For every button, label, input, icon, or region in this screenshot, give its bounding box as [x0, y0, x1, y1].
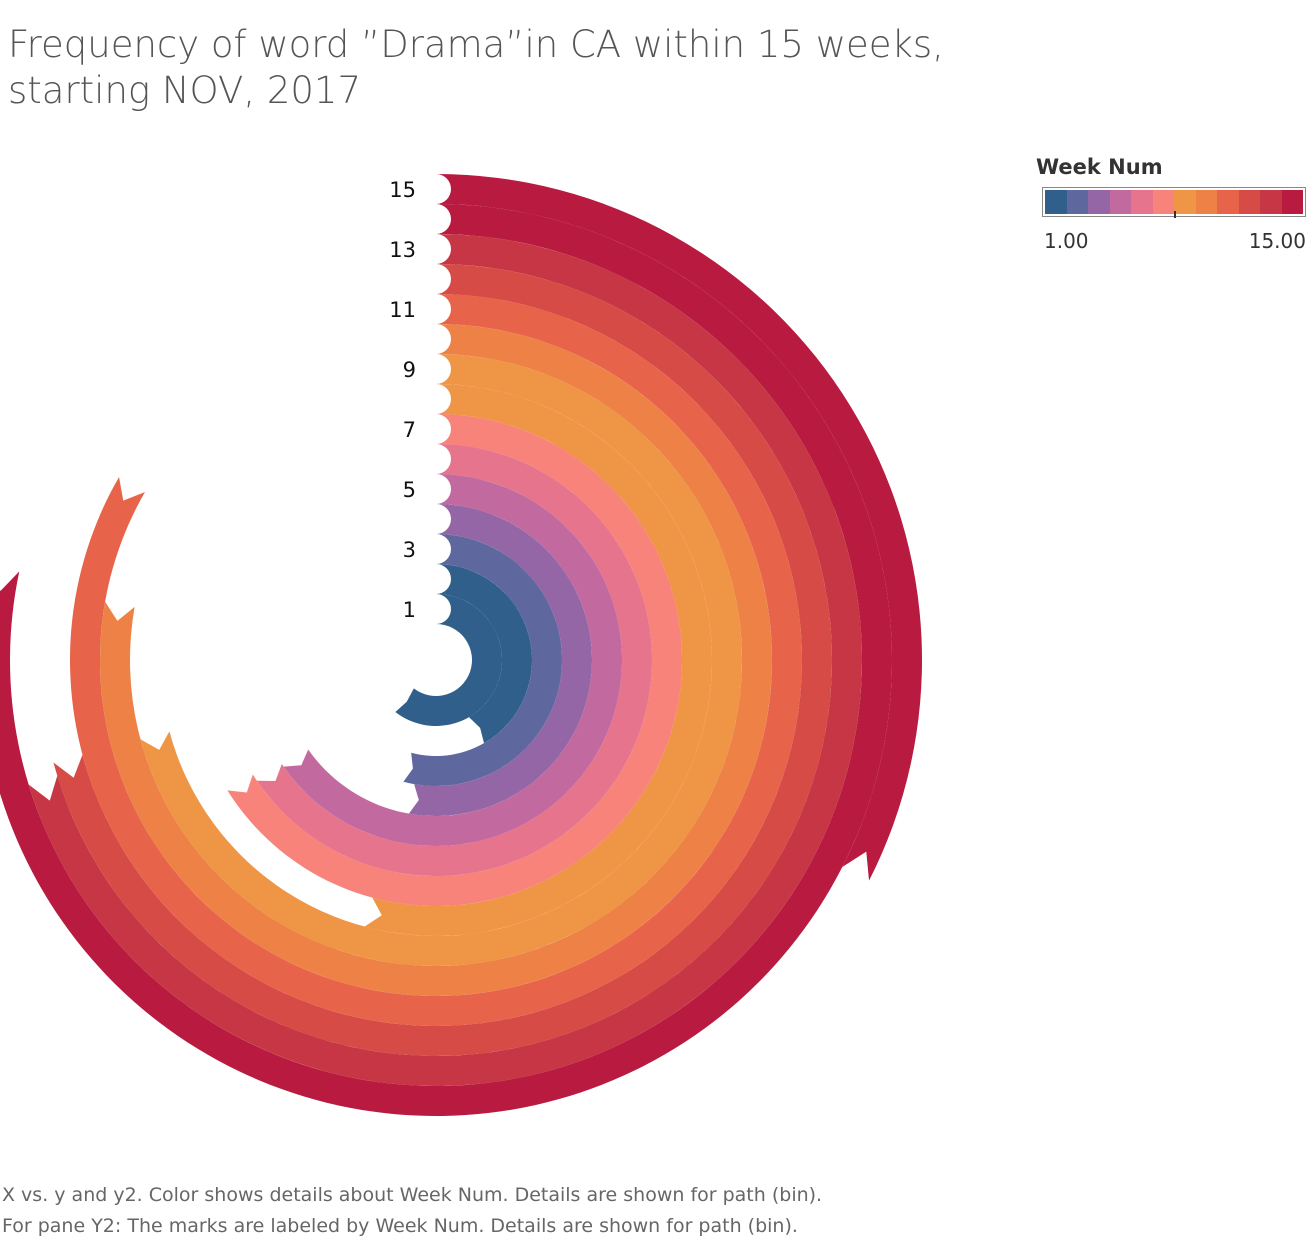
legend-swatch	[1152, 190, 1174, 214]
chart-title-line-2: starting NOV, 2017	[8, 69, 362, 112]
week-bar-3[interactable]	[403, 534, 562, 786]
week-label-7: 7	[403, 418, 416, 442]
legend-max-label: 15.00	[1248, 229, 1306, 253]
week-bar-1[interactable]	[395, 594, 502, 726]
legend-swatch	[1109, 190, 1131, 214]
week-bar-4[interactable]	[408, 504, 592, 816]
legend-min-label: 1.00	[1044, 229, 1089, 253]
caption-line-1: X vs. y and y2. Color shows details abou…	[2, 1184, 823, 1206]
legend-swatch	[1217, 190, 1239, 214]
legend-swatch	[1174, 190, 1196, 214]
legend-tick-mark	[1174, 211, 1176, 218]
legend-swatch	[1195, 190, 1217, 214]
week-bar-15[interactable]	[436, 174, 922, 881]
week-label-1: 1	[403, 598, 416, 622]
legend-swatch	[1238, 190, 1260, 214]
legend-swatch	[1066, 190, 1088, 214]
chart-caption: X vs. y and y2. Color shows details abou…	[2, 1180, 822, 1242]
chart-title-line-1: Frequency of word ”Drama”in CA within 15…	[8, 23, 944, 66]
week-label-9: 9	[403, 358, 416, 382]
chart-title: Frequency of word ”Drama”in CA within 15…	[8, 22, 1008, 114]
legend-swatch	[1045, 190, 1067, 214]
legend-swatch	[1131, 190, 1153, 214]
color-legend: Week Num 1.00 15.00	[1036, 155, 1308, 253]
legend-title: Week Num	[1036, 155, 1163, 179]
week-label-13: 13	[389, 238, 416, 262]
legend-swatch	[1088, 190, 1110, 214]
caption-line-2: For pane Y2: The marks are labeled by We…	[2, 1215, 798, 1237]
week-bar-2[interactable]	[436, 564, 532, 744]
week-label-15: 15	[389, 178, 416, 202]
week-label-11: 11	[389, 298, 416, 322]
week-label-5: 5	[403, 478, 416, 502]
week-label-3: 3	[403, 538, 416, 562]
legend-swatch	[1260, 190, 1282, 214]
legend-swatch	[1281, 190, 1303, 214]
